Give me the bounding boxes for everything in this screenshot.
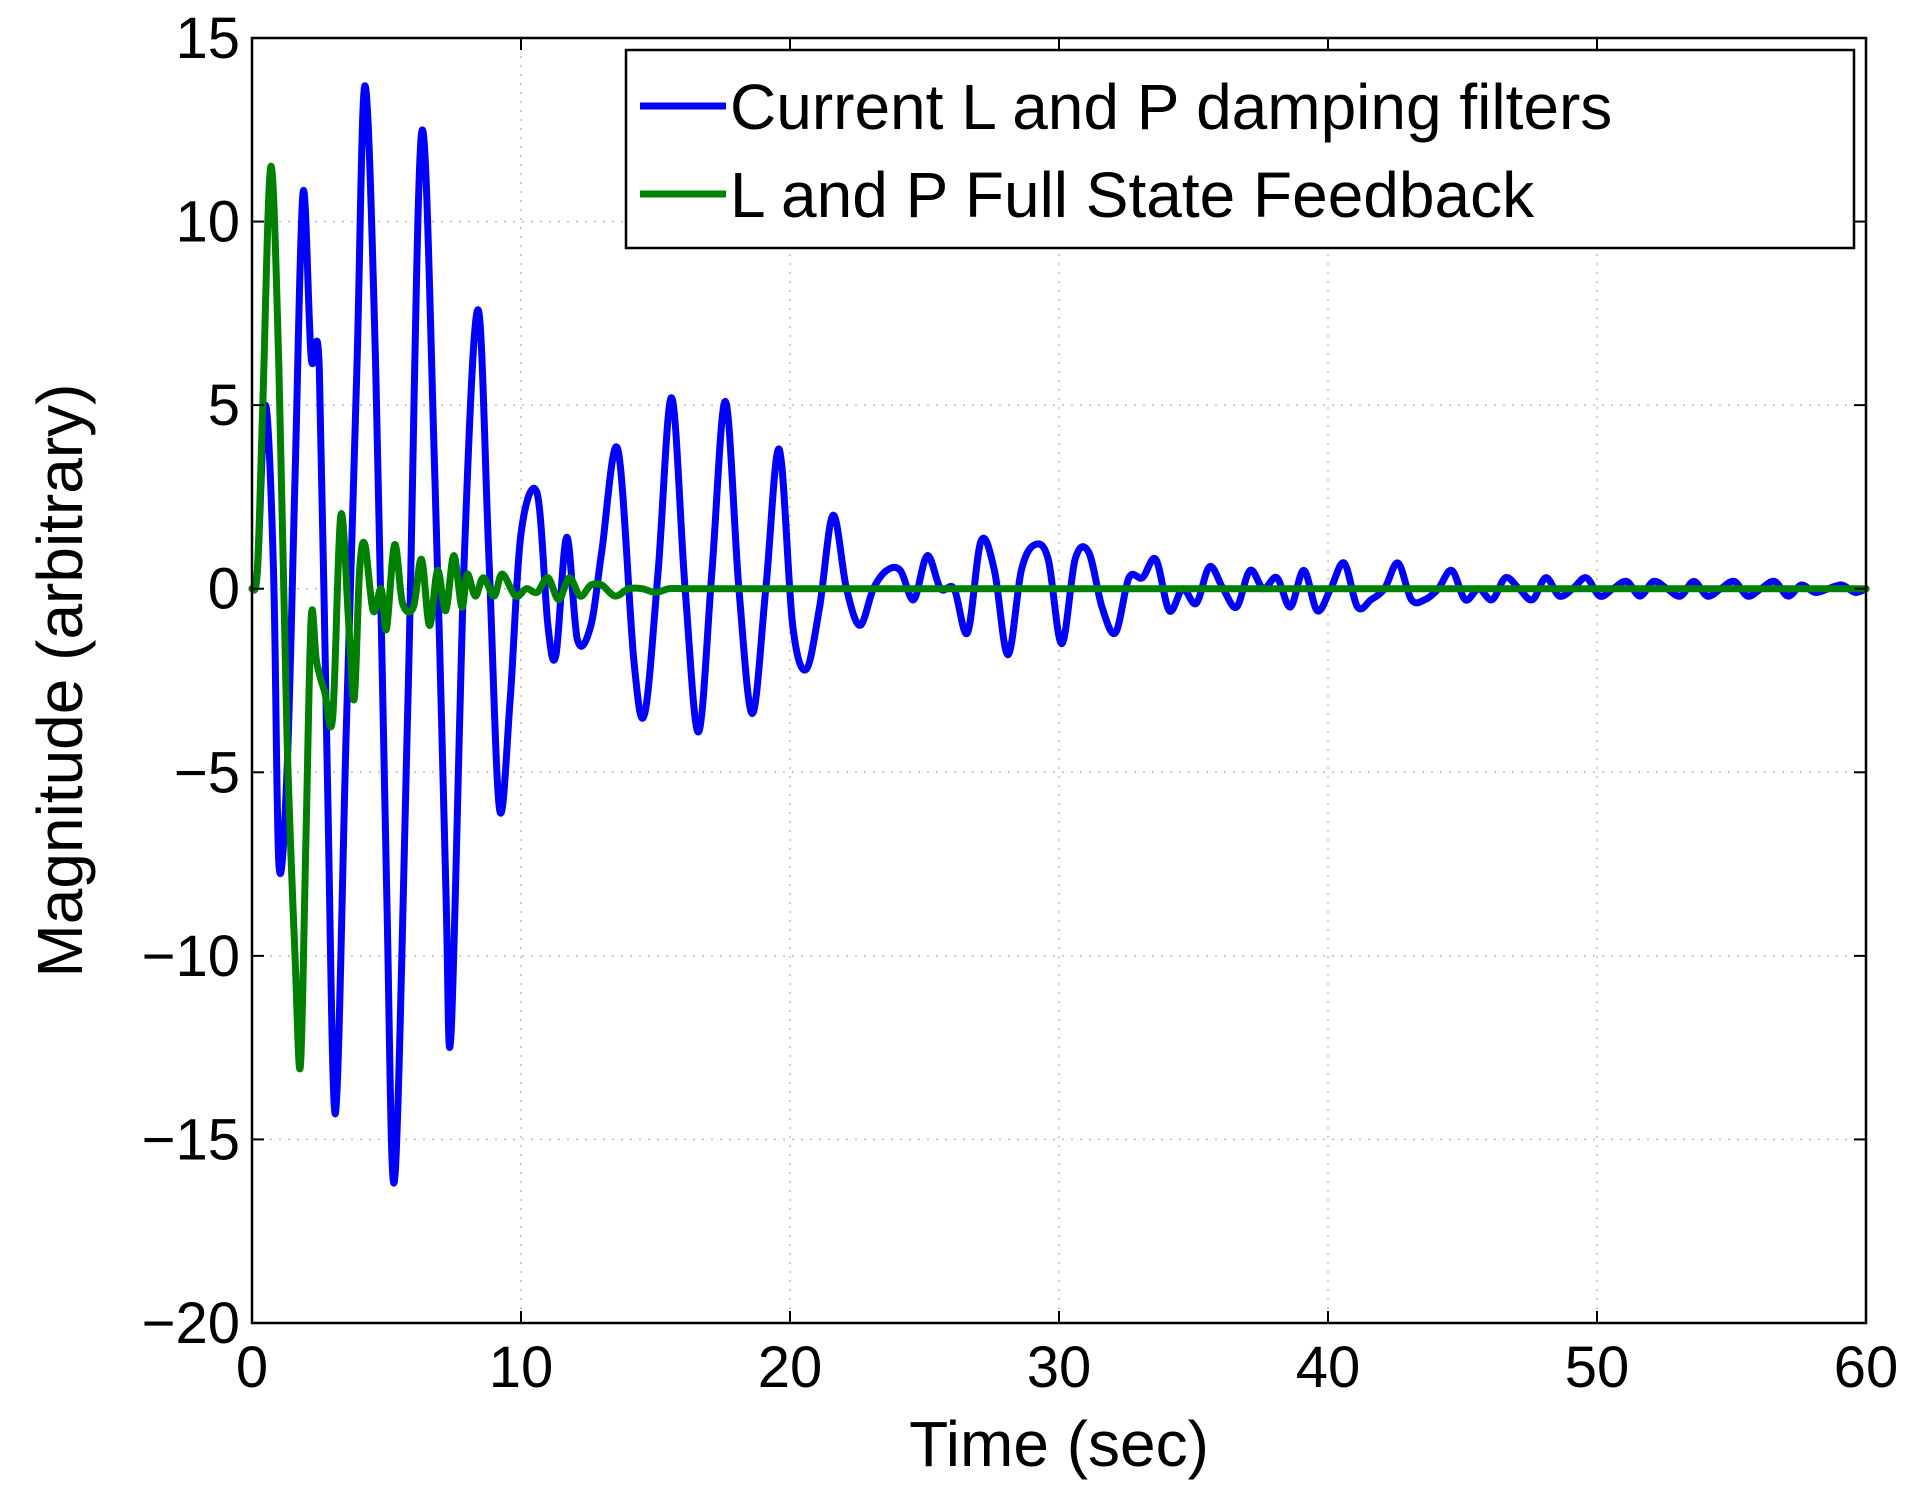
legend-label: L and P Full State Feedback — [730, 159, 1535, 231]
y-tick-label: −15 — [142, 1107, 240, 1172]
legend-label: Current L and P damping filters — [730, 71, 1612, 143]
x-tick-label: 0 — [236, 1335, 268, 1400]
y-tick-label: 0 — [208, 557, 240, 622]
y-tick-label: 15 — [175, 6, 240, 71]
y-tick-label: −10 — [142, 924, 240, 989]
y-tick-label: 10 — [175, 190, 240, 255]
x-tick-label: 20 — [758, 1335, 823, 1400]
x-tick-label: 10 — [489, 1335, 554, 1400]
series-group — [248, 82, 1870, 1187]
legend: Current L and P damping filters L and P F… — [624, 48, 1856, 250]
x-tick-label: 50 — [1565, 1335, 1630, 1400]
ticks: 0 10 20 30 40 50 60 −20 −15 −10 −5 0 5 10 15 — [142, 6, 1899, 1400]
y-tick-label: −5 — [174, 740, 240, 805]
legend-box — [624, 48, 1856, 250]
y-tick-label: −20 — [142, 1291, 240, 1356]
x-tick-label: 60 — [1834, 1335, 1899, 1400]
y-tick-label: 5 — [208, 373, 240, 438]
x-axis-label: Time (sec) — [909, 1408, 1209, 1480]
x-tick-label: 30 — [1027, 1335, 1092, 1400]
x-tick-label: 40 — [1296, 1335, 1361, 1400]
series-line-2 — [248, 162, 1870, 1073]
y-axis-label: Magnitude (arbitrary) — [24, 384, 96, 978]
